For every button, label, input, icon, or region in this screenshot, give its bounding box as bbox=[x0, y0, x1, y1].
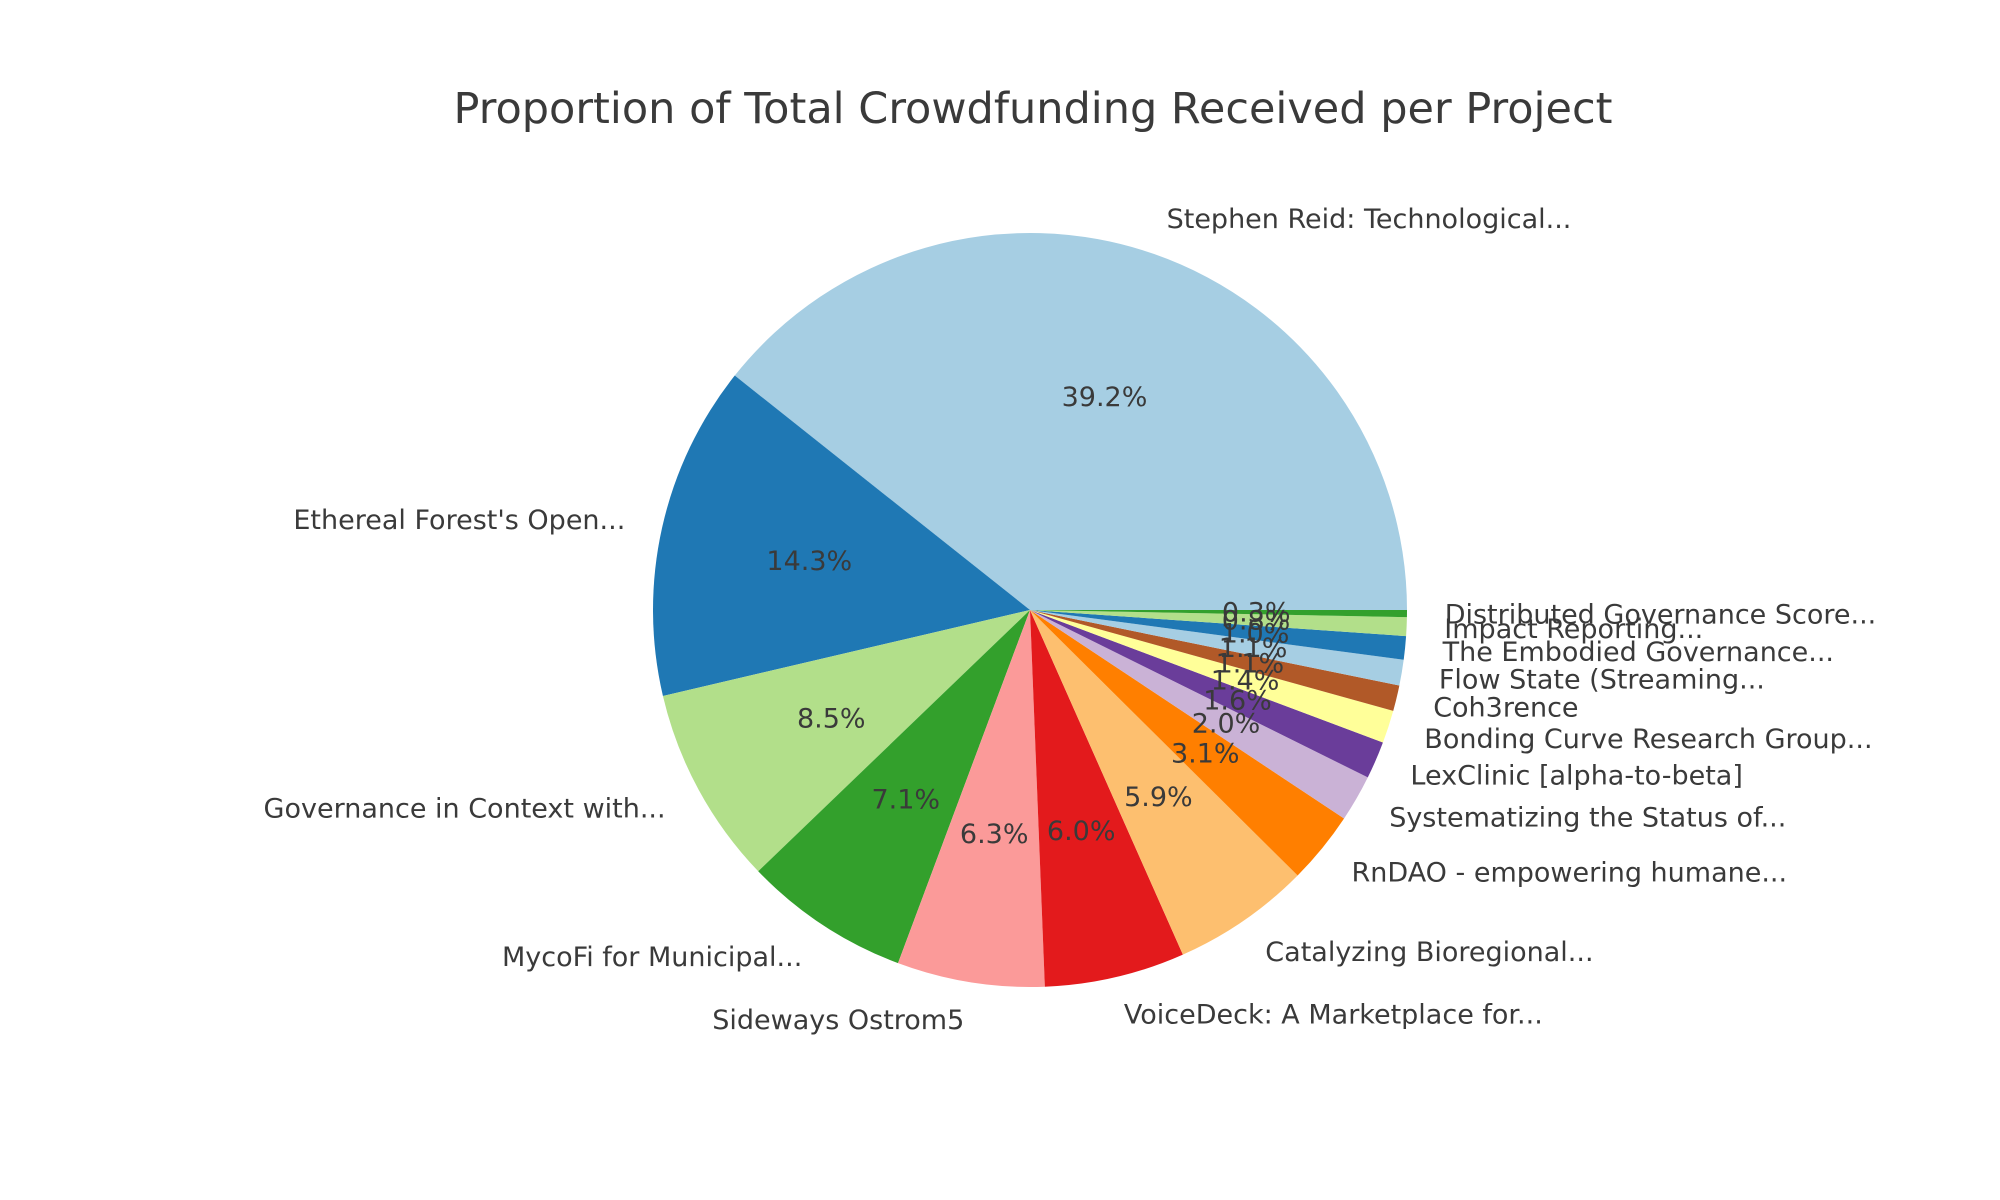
slice-label-7: RnDAO - empowering humane... bbox=[1352, 857, 1788, 888]
slice-label-14: Impact Reporting... bbox=[1444, 614, 1703, 645]
slice-label-0: Stephen Reid: Technological... bbox=[1167, 204, 1572, 235]
chart-title: Proportion of Total Crowdfunding Receive… bbox=[453, 84, 1613, 134]
pie-slice-12 bbox=[1030, 610, 1404, 686]
pie-slice-11 bbox=[1030, 610, 1400, 711]
slice-label-9: LexClinic [alpha-to-beta] bbox=[1410, 761, 1742, 792]
slice-pct-4: 6.3% bbox=[960, 819, 1029, 850]
slice-label-1: Ethereal Forest's Open... bbox=[293, 505, 625, 536]
pie-slice-1 bbox=[652, 375, 1030, 696]
slice-pct-12: 1.1% bbox=[1219, 633, 1288, 664]
pie-slice-14 bbox=[1030, 610, 1407, 637]
slice-pct-5: 6.0% bbox=[1047, 816, 1116, 847]
slice-pct-1: 14.3% bbox=[766, 546, 852, 577]
slice-label-5: VoiceDeck: A Marketplace for... bbox=[1124, 999, 1543, 1030]
slice-label-15: Distributed Governance Score... bbox=[1445, 599, 1877, 630]
pie-slice-8 bbox=[1030, 610, 1368, 819]
slice-pct-8: 2.0% bbox=[1192, 708, 1261, 739]
slice-label-4: Sideways Ostrom5 bbox=[712, 1005, 964, 1036]
slice-label-13: The Embodied Governance... bbox=[1442, 637, 1834, 668]
slice-label-8: Systematizing the Status of... bbox=[1389, 803, 1786, 834]
slice-pct-3: 7.1% bbox=[871, 784, 940, 815]
slice-label-10: Bonding Curve Research Group... bbox=[1424, 724, 1872, 755]
slice-pct-11: 1.1% bbox=[1216, 648, 1285, 679]
pie-slice-2 bbox=[662, 610, 1030, 872]
slice-label-11: Coh3rence bbox=[1433, 693, 1578, 724]
slice-pct-0: 39.2% bbox=[1062, 382, 1148, 413]
pie-slice-3 bbox=[758, 610, 1030, 964]
slice-pct-7: 3.1% bbox=[1171, 738, 1240, 769]
pie-slice-13 bbox=[1030, 610, 1407, 660]
slice-pct-6: 5.9% bbox=[1124, 782, 1193, 813]
slice-pct-9: 1.6% bbox=[1203, 686, 1272, 717]
pie-slice-7 bbox=[1030, 610, 1345, 876]
pie-slice-0 bbox=[734, 232, 1407, 610]
pie-slice-9 bbox=[1030, 610, 1383, 778]
pie-slice-4 bbox=[898, 610, 1045, 988]
slice-pct-13: 1.0% bbox=[1221, 618, 1290, 649]
slice-pct-15: 0.3% bbox=[1222, 598, 1291, 629]
slice-pct-10: 1.4% bbox=[1211, 666, 1280, 697]
slice-label-2: Governance in Context with... bbox=[264, 793, 666, 824]
pie-slice-5 bbox=[1030, 610, 1183, 987]
pie-slice-6 bbox=[1030, 610, 1298, 955]
slice-label-6: Catalyzing Bioregional... bbox=[1265, 937, 1593, 968]
slice-pct-2: 8.5% bbox=[797, 703, 866, 734]
pie-slice-10 bbox=[1030, 610, 1394, 743]
slice-pct-14: 0.8% bbox=[1222, 605, 1291, 636]
slice-label-3: MycoFi for Municipal... bbox=[502, 942, 802, 973]
slice-label-12: Flow State (Streaming... bbox=[1439, 664, 1765, 695]
pie-slice-15 bbox=[1030, 610, 1407, 618]
